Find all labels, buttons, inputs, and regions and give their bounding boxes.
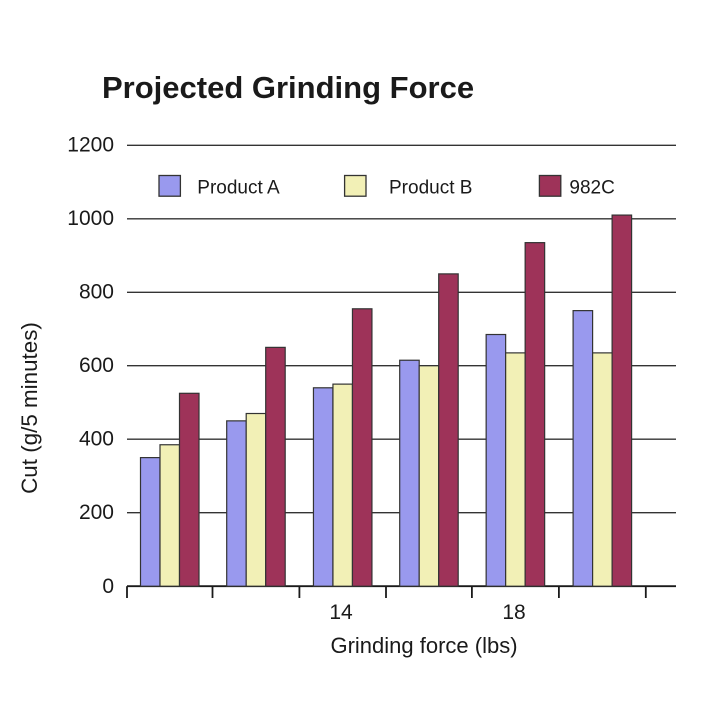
svg-text:14: 14 [329, 601, 353, 624]
svg-text:Grinding force (lbs): Grinding force (lbs) [330, 633, 517, 658]
svg-text:200: 200 [79, 501, 114, 524]
svg-text:18: 18 [502, 601, 525, 624]
svg-text:1200: 1200 [67, 134, 114, 157]
svg-text:600: 600 [79, 354, 114, 377]
svg-text:Product B: Product B [389, 178, 472, 199]
svg-text:Projected Grinding Force: Projected Grinding Force [102, 70, 474, 105]
svg-text:Product A: Product A [197, 178, 280, 199]
svg-text:1000: 1000 [67, 207, 114, 230]
svg-text:0: 0 [102, 575, 114, 598]
svg-text:400: 400 [79, 428, 114, 451]
svg-text:Cut (g/5 minutes): Cut (g/5 minutes) [17, 322, 42, 494]
svg-text:982C: 982C [569, 178, 614, 199]
svg-text:800: 800 [79, 281, 114, 304]
